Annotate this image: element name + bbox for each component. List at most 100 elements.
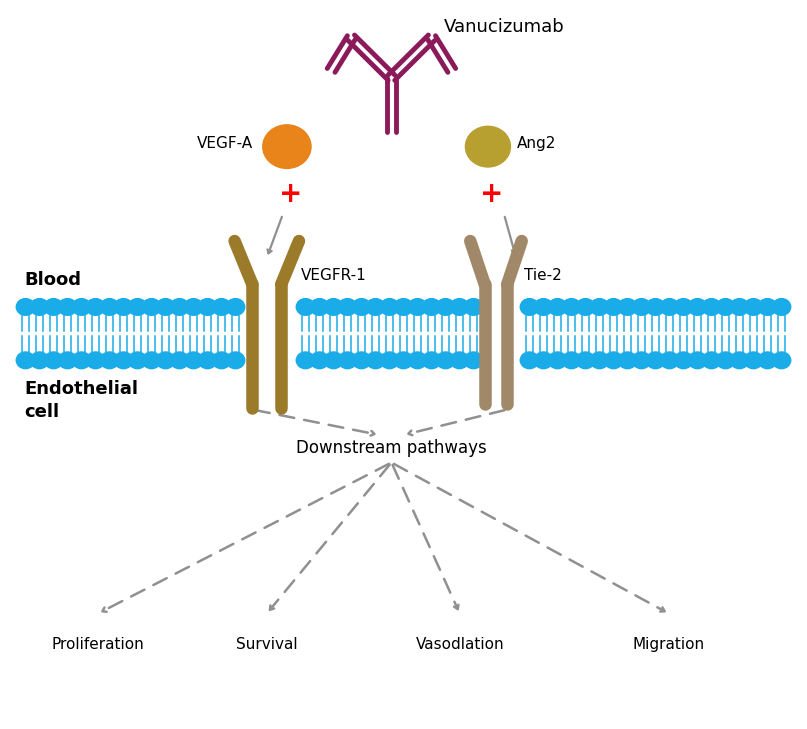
Circle shape bbox=[324, 352, 343, 369]
Circle shape bbox=[744, 299, 763, 316]
Circle shape bbox=[562, 352, 581, 369]
Circle shape bbox=[44, 352, 63, 369]
Text: VEGF-A: VEGF-A bbox=[197, 136, 253, 150]
Circle shape bbox=[422, 352, 441, 369]
Circle shape bbox=[58, 299, 77, 316]
Circle shape bbox=[226, 299, 245, 316]
Circle shape bbox=[199, 299, 217, 316]
Circle shape bbox=[263, 125, 311, 168]
Circle shape bbox=[324, 299, 343, 316]
Circle shape bbox=[212, 352, 231, 369]
Circle shape bbox=[464, 352, 483, 369]
Text: Vasodlation: Vasodlation bbox=[416, 637, 504, 652]
Circle shape bbox=[115, 299, 133, 316]
Circle shape bbox=[422, 299, 441, 316]
Circle shape bbox=[157, 299, 175, 316]
Circle shape bbox=[437, 352, 455, 369]
Circle shape bbox=[170, 299, 189, 316]
Circle shape bbox=[450, 299, 469, 316]
Circle shape bbox=[128, 352, 147, 369]
Circle shape bbox=[759, 299, 776, 316]
Circle shape bbox=[562, 299, 581, 316]
Circle shape bbox=[310, 299, 328, 316]
Text: Downstream pathways: Downstream pathways bbox=[296, 439, 487, 457]
Circle shape bbox=[73, 352, 90, 369]
Circle shape bbox=[142, 352, 161, 369]
Circle shape bbox=[296, 299, 315, 316]
Circle shape bbox=[632, 299, 650, 316]
Circle shape bbox=[646, 299, 665, 316]
Circle shape bbox=[157, 352, 175, 369]
Circle shape bbox=[16, 352, 35, 369]
Circle shape bbox=[380, 299, 399, 316]
Circle shape bbox=[408, 299, 427, 316]
Circle shape bbox=[772, 352, 791, 369]
Circle shape bbox=[310, 352, 328, 369]
Circle shape bbox=[660, 299, 679, 316]
Circle shape bbox=[212, 299, 231, 316]
Text: Survival: Survival bbox=[236, 637, 298, 652]
Circle shape bbox=[730, 352, 749, 369]
Circle shape bbox=[464, 299, 483, 316]
Circle shape bbox=[44, 299, 63, 316]
Circle shape bbox=[58, 352, 77, 369]
Circle shape bbox=[142, 299, 161, 316]
Text: Blood: Blood bbox=[24, 270, 81, 289]
Circle shape bbox=[128, 299, 147, 316]
Circle shape bbox=[16, 299, 35, 316]
Circle shape bbox=[534, 352, 553, 369]
Circle shape bbox=[618, 352, 637, 369]
Circle shape bbox=[702, 352, 721, 369]
Circle shape bbox=[296, 352, 315, 369]
Circle shape bbox=[674, 352, 692, 369]
Circle shape bbox=[521, 352, 539, 369]
Circle shape bbox=[352, 299, 370, 316]
Circle shape bbox=[226, 352, 245, 369]
Circle shape bbox=[717, 299, 734, 316]
Circle shape bbox=[604, 352, 623, 369]
Circle shape bbox=[660, 352, 679, 369]
Circle shape bbox=[466, 126, 511, 167]
Circle shape bbox=[688, 299, 707, 316]
Circle shape bbox=[408, 352, 427, 369]
Circle shape bbox=[702, 299, 721, 316]
Circle shape bbox=[352, 352, 370, 369]
Circle shape bbox=[437, 299, 455, 316]
Circle shape bbox=[380, 352, 399, 369]
Circle shape bbox=[632, 352, 650, 369]
Circle shape bbox=[576, 299, 595, 316]
Circle shape bbox=[759, 352, 776, 369]
Circle shape bbox=[618, 299, 637, 316]
Circle shape bbox=[395, 352, 412, 369]
Circle shape bbox=[744, 352, 763, 369]
Circle shape bbox=[604, 299, 623, 316]
Circle shape bbox=[366, 299, 385, 316]
Circle shape bbox=[674, 299, 692, 316]
Circle shape bbox=[73, 299, 90, 316]
Circle shape bbox=[730, 299, 749, 316]
Circle shape bbox=[772, 299, 791, 316]
Text: Proliferation: Proliferation bbox=[52, 637, 144, 652]
Circle shape bbox=[100, 299, 119, 316]
Text: Migration: Migration bbox=[633, 637, 705, 652]
Circle shape bbox=[450, 352, 469, 369]
Circle shape bbox=[366, 352, 385, 369]
Circle shape bbox=[338, 352, 357, 369]
Circle shape bbox=[184, 352, 203, 369]
Text: Ang2: Ang2 bbox=[517, 136, 556, 150]
Circle shape bbox=[31, 299, 48, 316]
Circle shape bbox=[199, 352, 217, 369]
Circle shape bbox=[534, 299, 553, 316]
Text: +: + bbox=[480, 180, 504, 208]
Circle shape bbox=[590, 299, 608, 316]
Circle shape bbox=[170, 352, 189, 369]
Circle shape bbox=[184, 299, 203, 316]
Circle shape bbox=[31, 352, 48, 369]
Circle shape bbox=[521, 299, 539, 316]
Circle shape bbox=[86, 352, 105, 369]
Circle shape bbox=[590, 352, 608, 369]
Circle shape bbox=[100, 352, 119, 369]
Text: VEGFR-1: VEGFR-1 bbox=[300, 268, 366, 283]
Circle shape bbox=[717, 352, 734, 369]
Text: Tie-2: Tie-2 bbox=[524, 268, 562, 283]
